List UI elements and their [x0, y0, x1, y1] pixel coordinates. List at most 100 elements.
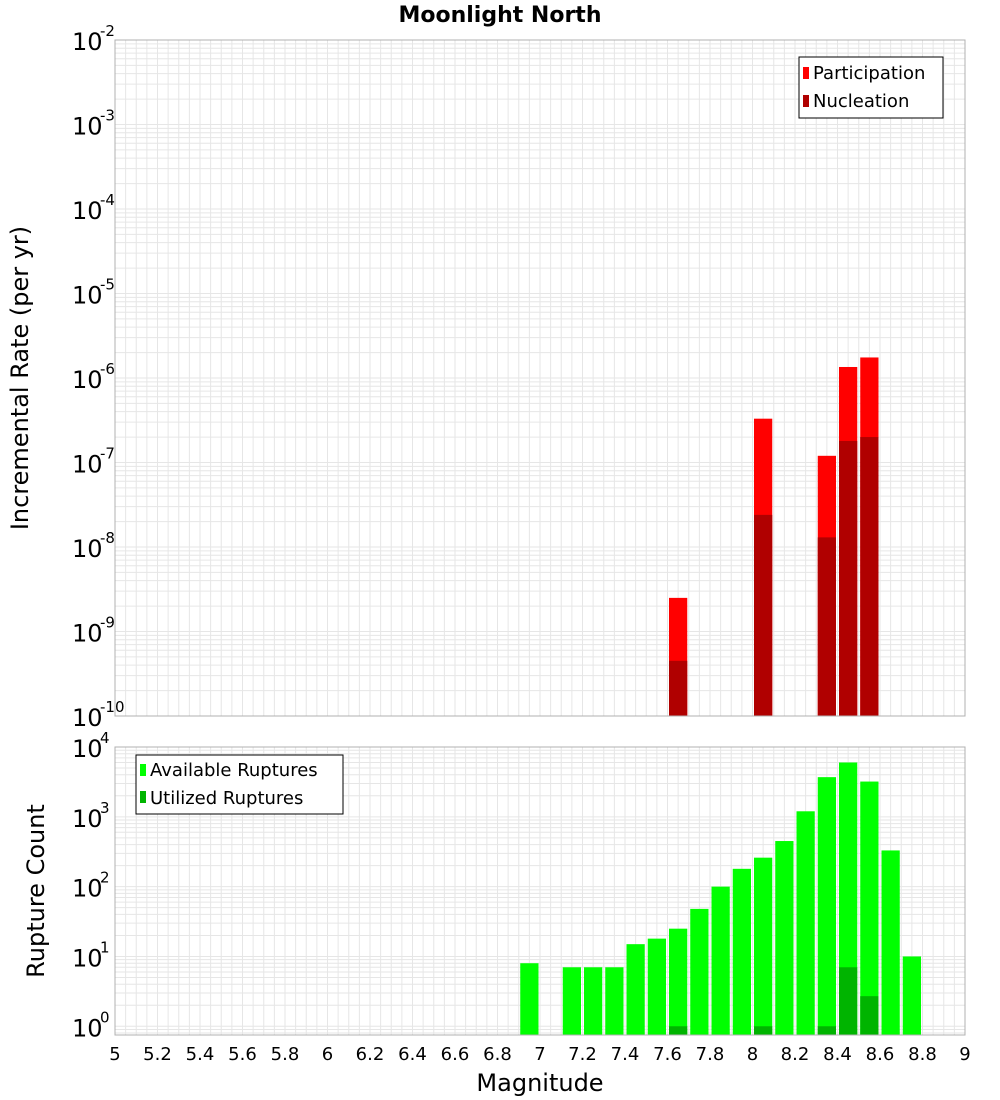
utilized-bar	[754, 1026, 773, 1035]
available-bar	[881, 850, 900, 1035]
nucleation-legend-swatch	[803, 95, 809, 107]
y-tick-label-base: 10	[72, 451, 103, 479]
count-legend: Available Ruptures Utilized Ruptures	[135, 754, 344, 815]
y-tick-label-base: 10	[72, 620, 103, 648]
available-bar	[669, 928, 688, 1035]
x-tick-label: 7	[534, 1044, 545, 1065]
rate-legend: Participation Nucleation	[798, 56, 944, 119]
available-bar	[520, 963, 539, 1035]
utilized-bar	[669, 1026, 688, 1035]
x-tick-label: 6.4	[398, 1044, 427, 1065]
magnitude-x-ticks: 5 5.2 5.4 5.6 5.8 6 6.2 6.4 6.6 6.8 7 7.2 7.4 7.6 7.8 8…	[109, 1044, 970, 1065]
x-tick-label: 7.2	[568, 1044, 597, 1065]
available-bar	[584, 967, 603, 1035]
x-tick-label: 9	[959, 1044, 970, 1065]
utilized-bar	[817, 1026, 836, 1035]
x-tick-label: 7.6	[653, 1044, 682, 1065]
x-tick-label: 8	[747, 1044, 758, 1065]
nucleation-legend-label: Nucleation	[813, 91, 909, 112]
y-tick-label-exponent: -10	[100, 698, 125, 716]
utilized-legend-swatch	[140, 791, 146, 803]
y-tick-label-exponent: -5	[100, 276, 115, 294]
y-tick-label-exponent: -8	[100, 529, 115, 547]
available-bar	[754, 857, 773, 1035]
x-tick-label: 8.2	[781, 1044, 810, 1065]
utilized-bar	[839, 967, 858, 1035]
y-tick-label-base: 10	[72, 704, 103, 732]
rate-plot-frame	[114, 39, 966, 717]
y-tick-label-base: 10	[72, 805, 103, 833]
rate-grid	[115, 39, 965, 717]
x-tick-label: 7.4	[611, 1044, 640, 1065]
x-axis-label: Magnitude	[476, 1069, 603, 1097]
x-tick-label: 8.4	[823, 1044, 852, 1065]
x-tick-label: 6.2	[356, 1044, 385, 1065]
y-tick-label-exponent: 0	[100, 1008, 110, 1026]
y-tick-label-exponent: -3	[100, 107, 115, 125]
available-bar	[626, 944, 645, 1035]
y-tick-label-exponent: 3	[100, 799, 110, 817]
y-tick-label-exponent: -2	[100, 22, 115, 40]
available-bar	[711, 886, 730, 1035]
nucleation-bar	[860, 437, 879, 716]
available-bar	[562, 967, 581, 1035]
y-tick-label-exponent: 1	[100, 938, 110, 956]
y-tick-label-base: 10	[72, 944, 103, 972]
available-bar	[839, 762, 858, 1035]
x-tick-label: 8.8	[908, 1044, 937, 1065]
available-bar	[796, 811, 815, 1035]
available-bar	[647, 938, 666, 1035]
nucleation-bar	[669, 660, 688, 716]
utilized-legend-label: Utilized Ruptures	[150, 788, 303, 809]
y-tick-label-exponent: -4	[100, 191, 115, 209]
available-bar	[902, 956, 921, 1035]
y-tick-label-base: 10	[72, 197, 103, 225]
available-legend-label: Available Ruptures	[150, 760, 318, 781]
y-tick-label-base: 10	[72, 735, 103, 763]
y-tick-label-exponent: 4	[100, 729, 110, 747]
y-tick-label-base: 10	[72, 28, 103, 56]
participation-legend-label: Participation	[813, 63, 925, 84]
available-bar	[605, 967, 624, 1035]
available-bar	[775, 841, 794, 1035]
x-tick-label: 6.8	[483, 1044, 512, 1065]
y-tick-label-exponent: -7	[100, 445, 115, 463]
y-tick-label-exponent: -6	[100, 360, 115, 378]
rate-y-axis-label: Incremental Rate (per yr)	[6, 226, 34, 530]
y-tick-label-base: 10	[72, 875, 103, 903]
count-y-axis-label: Rupture Count	[22, 804, 50, 978]
nucleation-bar	[754, 514, 773, 716]
nucleation-bar	[817, 537, 836, 716]
y-tick-label-base: 10	[72, 282, 103, 310]
count-plot-frame	[114, 746, 966, 1036]
chart-title: Moonlight North	[398, 3, 601, 28]
nucleation-bar	[839, 440, 858, 716]
x-tick-label: 8.6	[866, 1044, 895, 1065]
available-bar	[732, 868, 751, 1035]
available-bar	[860, 781, 879, 1035]
y-tick-label-base: 10	[72, 366, 103, 394]
x-tick-label: 6.6	[441, 1044, 470, 1065]
x-tick-label: 5.4	[186, 1044, 215, 1065]
available-legend-swatch	[140, 764, 146, 776]
x-tick-label: 5	[109, 1044, 120, 1065]
y-tick-label-base: 10	[72, 113, 103, 141]
count-bars	[520, 762, 921, 1035]
x-tick-label: 5.6	[228, 1044, 257, 1065]
x-tick-label: 7.8	[696, 1044, 725, 1065]
participation-legend-swatch	[803, 67, 809, 79]
x-tick-label: 5.2	[143, 1044, 172, 1065]
utilized-bar	[860, 996, 879, 1035]
available-bar	[690, 908, 709, 1035]
available-bar	[817, 777, 836, 1035]
y-tick-label-exponent: 2	[100, 869, 110, 887]
y-tick-label-exponent: -9	[100, 614, 115, 632]
y-tick-label-base: 10	[72, 1014, 103, 1042]
y-tick-label-base: 10	[72, 535, 103, 563]
x-tick-label: 5.8	[271, 1044, 300, 1065]
